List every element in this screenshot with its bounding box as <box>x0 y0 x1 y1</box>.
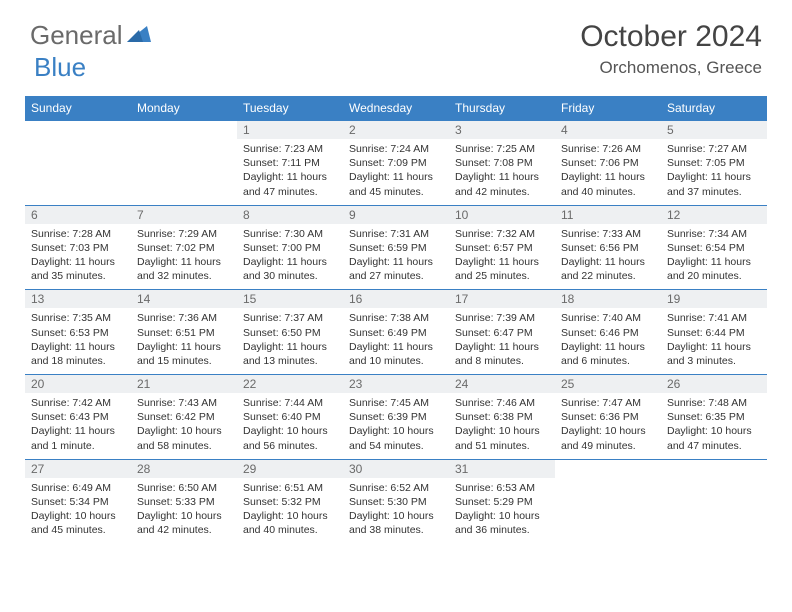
week-row: Sunrise: 7:42 AMSunset: 6:43 PMDaylight:… <box>25 393 767 459</box>
day-cell <box>131 139 237 205</box>
logo-triangle-icon <box>127 24 151 47</box>
day-header: Wednesday <box>343 96 449 121</box>
day-number <box>131 121 237 140</box>
day-number: 5 <box>661 121 767 140</box>
month-title: October 2024 <box>580 20 762 54</box>
day-cell <box>661 478 767 544</box>
day-number: 2 <box>343 121 449 140</box>
day-number: 17 <box>449 290 555 309</box>
day-cell: Sunrise: 7:43 AMSunset: 6:42 PMDaylight:… <box>131 393 237 459</box>
day-cell: Sunrise: 7:35 AMSunset: 6:53 PMDaylight:… <box>25 308 131 374</box>
day-number: 10 <box>449 205 555 224</box>
day-number-row: 6789101112 <box>25 205 767 224</box>
day-number: 14 <box>131 290 237 309</box>
day-number: 26 <box>661 375 767 394</box>
day-number <box>25 121 131 140</box>
day-cell: Sunrise: 6:52 AMSunset: 5:30 PMDaylight:… <box>343 478 449 544</box>
day-cell: Sunrise: 7:30 AMSunset: 7:00 PMDaylight:… <box>237 224 343 290</box>
day-number-row: 13141516171819 <box>25 290 767 309</box>
day-number: 4 <box>555 121 661 140</box>
day-number: 8 <box>237 205 343 224</box>
day-cell: Sunrise: 7:29 AMSunset: 7:02 PMDaylight:… <box>131 224 237 290</box>
day-cell: Sunrise: 7:44 AMSunset: 6:40 PMDaylight:… <box>237 393 343 459</box>
day-cell: Sunrise: 7:37 AMSunset: 6:50 PMDaylight:… <box>237 308 343 374</box>
day-number: 13 <box>25 290 131 309</box>
day-number-row: 20212223242526 <box>25 375 767 394</box>
day-cell: Sunrise: 6:50 AMSunset: 5:33 PMDaylight:… <box>131 478 237 544</box>
day-header: Tuesday <box>237 96 343 121</box>
day-number: 3 <box>449 121 555 140</box>
day-header: Monday <box>131 96 237 121</box>
day-number: 28 <box>131 459 237 478</box>
day-number: 25 <box>555 375 661 394</box>
day-cell: Sunrise: 7:27 AMSunset: 7:05 PMDaylight:… <box>661 139 767 205</box>
day-cell: Sunrise: 6:49 AMSunset: 5:34 PMDaylight:… <box>25 478 131 544</box>
day-number: 16 <box>343 290 449 309</box>
day-cell: Sunrise: 7:25 AMSunset: 7:08 PMDaylight:… <box>449 139 555 205</box>
day-cell: Sunrise: 7:40 AMSunset: 6:46 PMDaylight:… <box>555 308 661 374</box>
day-number: 31 <box>449 459 555 478</box>
day-number: 20 <box>25 375 131 394</box>
day-cell: Sunrise: 7:48 AMSunset: 6:35 PMDaylight:… <box>661 393 767 459</box>
header: General October 2024 Orchomenos, Greece <box>0 0 792 88</box>
day-number: 22 <box>237 375 343 394</box>
day-number: 11 <box>555 205 661 224</box>
day-number: 27 <box>25 459 131 478</box>
day-number: 23 <box>343 375 449 394</box>
day-cell: Sunrise: 7:33 AMSunset: 6:56 PMDaylight:… <box>555 224 661 290</box>
logo-sub: Blue <box>34 52 86 83</box>
day-number: 15 <box>237 290 343 309</box>
day-number: 19 <box>661 290 767 309</box>
day-number <box>555 459 661 478</box>
day-cell: Sunrise: 7:47 AMSunset: 6:36 PMDaylight:… <box>555 393 661 459</box>
day-number: 21 <box>131 375 237 394</box>
day-cell: Sunrise: 7:41 AMSunset: 6:44 PMDaylight:… <box>661 308 767 374</box>
calendar-table: SundayMondayTuesdayWednesdayThursdayFrid… <box>25 96 767 543</box>
day-cell: Sunrise: 7:34 AMSunset: 6:54 PMDaylight:… <box>661 224 767 290</box>
day-number: 18 <box>555 290 661 309</box>
day-number: 30 <box>343 459 449 478</box>
day-cell: Sunrise: 7:39 AMSunset: 6:47 PMDaylight:… <box>449 308 555 374</box>
week-row: Sunrise: 7:35 AMSunset: 6:53 PMDaylight:… <box>25 308 767 374</box>
location-label: Orchomenos, Greece <box>580 58 762 78</box>
day-cell: Sunrise: 7:28 AMSunset: 7:03 PMDaylight:… <box>25 224 131 290</box>
day-header: Friday <box>555 96 661 121</box>
day-cell: Sunrise: 7:42 AMSunset: 6:43 PMDaylight:… <box>25 393 131 459</box>
day-number: 7 <box>131 205 237 224</box>
week-row: Sunrise: 7:28 AMSunset: 7:03 PMDaylight:… <box>25 224 767 290</box>
day-header: Sunday <box>25 96 131 121</box>
day-cell: Sunrise: 7:26 AMSunset: 7:06 PMDaylight:… <box>555 139 661 205</box>
week-row: Sunrise: 7:23 AMSunset: 7:11 PMDaylight:… <box>25 139 767 205</box>
day-cell: Sunrise: 7:32 AMSunset: 6:57 PMDaylight:… <box>449 224 555 290</box>
day-cell: Sunrise: 7:45 AMSunset: 6:39 PMDaylight:… <box>343 393 449 459</box>
day-number: 29 <box>237 459 343 478</box>
day-cell: Sunrise: 7:23 AMSunset: 7:11 PMDaylight:… <box>237 139 343 205</box>
logo-text-general: General <box>30 20 123 51</box>
day-cell <box>555 478 661 544</box>
day-header: Saturday <box>661 96 767 121</box>
day-cell: Sunrise: 7:31 AMSunset: 6:59 PMDaylight:… <box>343 224 449 290</box>
logo: General <box>30 20 153 51</box>
day-cell: Sunrise: 7:36 AMSunset: 6:51 PMDaylight:… <box>131 308 237 374</box>
day-cell: Sunrise: 7:24 AMSunset: 7:09 PMDaylight:… <box>343 139 449 205</box>
title-block: October 2024 Orchomenos, Greece <box>580 20 762 78</box>
day-cell <box>25 139 131 205</box>
day-cell: Sunrise: 6:53 AMSunset: 5:29 PMDaylight:… <box>449 478 555 544</box>
day-number: 24 <box>449 375 555 394</box>
day-number: 12 <box>661 205 767 224</box>
day-number: 9 <box>343 205 449 224</box>
day-number: 6 <box>25 205 131 224</box>
week-row: Sunrise: 6:49 AMSunset: 5:34 PMDaylight:… <box>25 478 767 544</box>
logo-text-blue: Blue <box>34 52 86 82</box>
day-header: Thursday <box>449 96 555 121</box>
day-cell: Sunrise: 7:38 AMSunset: 6:49 PMDaylight:… <box>343 308 449 374</box>
day-header-row: SundayMondayTuesdayWednesdayThursdayFrid… <box>25 96 767 121</box>
day-number <box>661 459 767 478</box>
day-cell: Sunrise: 6:51 AMSunset: 5:32 PMDaylight:… <box>237 478 343 544</box>
day-number-row: 2728293031 <box>25 459 767 478</box>
day-number: 1 <box>237 121 343 140</box>
day-cell: Sunrise: 7:46 AMSunset: 6:38 PMDaylight:… <box>449 393 555 459</box>
day-number-row: 12345 <box>25 121 767 140</box>
